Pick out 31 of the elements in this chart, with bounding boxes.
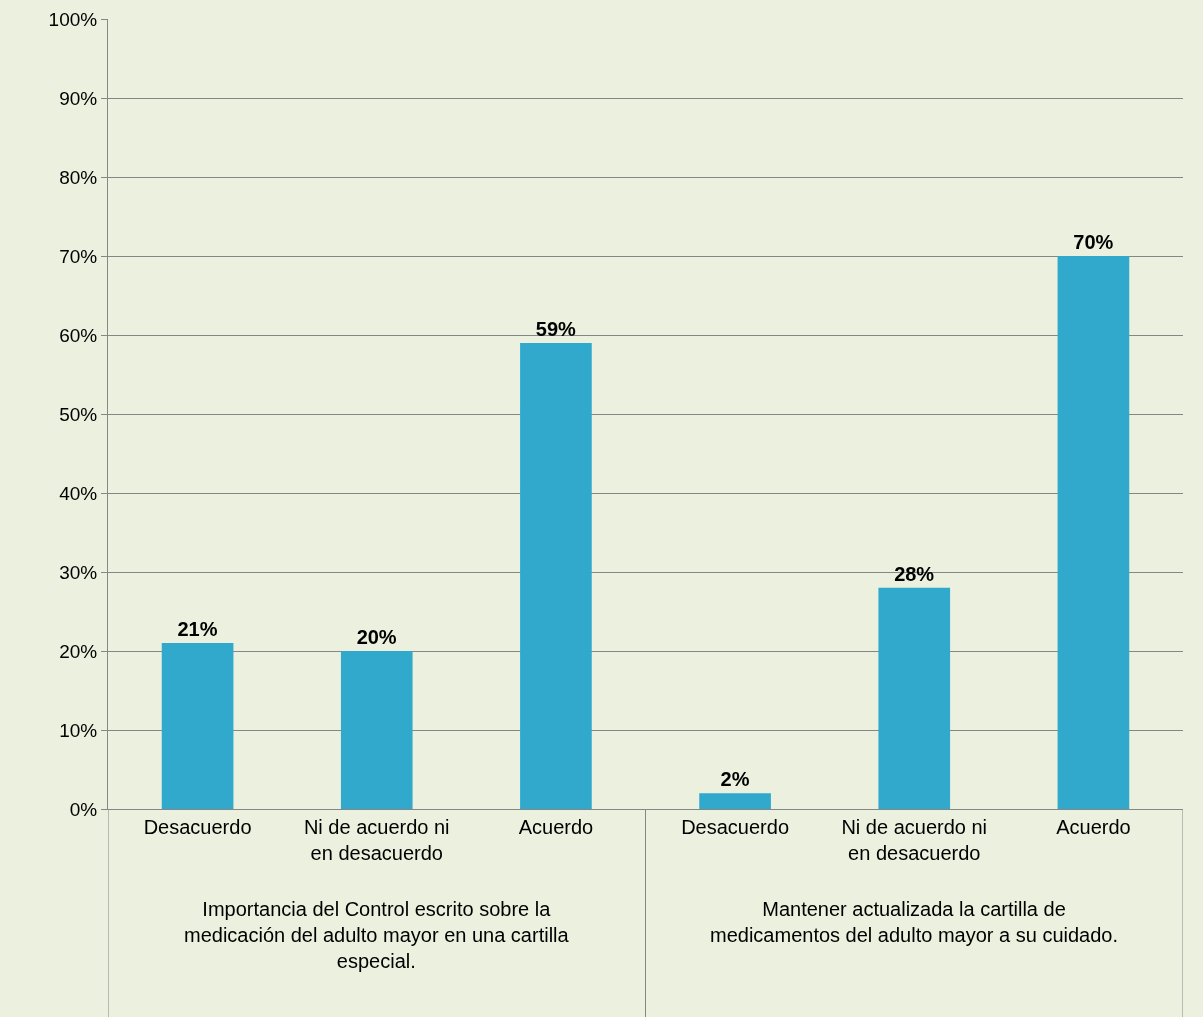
x-tick-label: Acuerdo — [518, 816, 594, 838]
y-tick-label: 0% — [69, 798, 98, 820]
y-tick-label: 70% — [59, 245, 98, 267]
bar — [161, 643, 234, 809]
data-label: 59% — [535, 317, 577, 340]
y-tick-label: 90% — [59, 87, 98, 109]
bar — [699, 793, 771, 809]
bar — [878, 587, 951, 809]
x-tick-label: Ni de acuerdo ni en desacuerdo — [303, 816, 450, 864]
y-tick-label: 80% — [59, 166, 98, 188]
y-tick-label: 30% — [59, 561, 98, 583]
x-tick-label: Acuerdo — [1056, 816, 1131, 838]
bar — [1057, 256, 1130, 809]
bar — [340, 651, 413, 809]
y-tick-label: 60% — [59, 324, 98, 346]
data-label: 21% — [177, 618, 218, 641]
y-tick-label: 50% — [59, 403, 98, 425]
x-tick-label: Desacuerdo — [681, 816, 789, 838]
y-tick-label: 20% — [59, 640, 98, 662]
x-tick-label: Ni de acuerdo ni en desacuerdo — [841, 816, 988, 864]
data-label: 70% — [1073, 231, 1114, 253]
data-label: 20% — [356, 626, 397, 648]
data-label: 28% — [894, 562, 935, 585]
data-label: 2% — [720, 768, 750, 791]
y-tick-label: 100% — [48, 8, 98, 30]
x-tick-label: Desacuerdo — [143, 816, 252, 838]
bar — [520, 342, 592, 809]
y-tick-label: 10% — [59, 719, 98, 741]
y-tick-label: 40% — [59, 482, 98, 504]
text: Importancia del Control escrito sobre la medicación del adulto mayor en una cartilla especial. — [184, 898, 570, 972]
text: Mantener actualizada la cartilla de medicamentos del adulto mayor a su cuidado. — [710, 898, 1119, 946]
